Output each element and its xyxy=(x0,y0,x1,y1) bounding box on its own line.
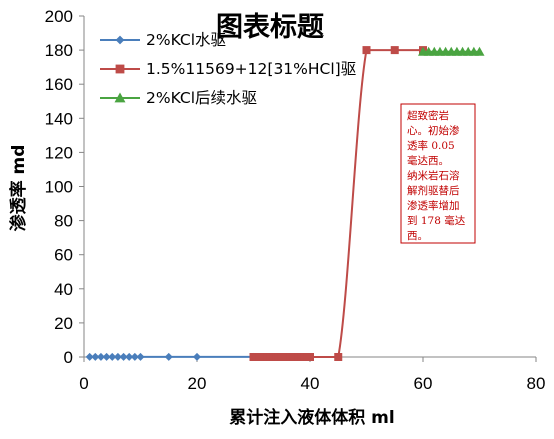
x-tick-label: 80 xyxy=(527,374,546,393)
y-tick-label: 80 xyxy=(54,212,73,231)
legend-marker xyxy=(115,64,125,74)
legend-label: 2%KCl水驱 xyxy=(146,31,226,49)
series-3 xyxy=(418,46,485,56)
data-point xyxy=(102,352,111,361)
annotation-line: 纳米岩石溶 xyxy=(407,169,460,182)
y-axis-title: 渗透率 md xyxy=(8,145,29,232)
y-tick-label: 0 xyxy=(64,348,73,367)
data-point xyxy=(119,352,128,361)
data-point xyxy=(96,352,105,361)
legend-label: 1.5%11569+12[31%HCl]驱 xyxy=(146,60,356,78)
annotation-line: 到 178 毫达 xyxy=(407,214,466,227)
data-point xyxy=(113,352,122,361)
annotation-line: 心。初始渗 xyxy=(407,124,460,137)
series-1 xyxy=(85,352,258,361)
x-tick-label: 20 xyxy=(188,374,207,393)
legend-marker xyxy=(115,35,125,45)
legend-item: 2%KCl后续水驱 xyxy=(100,89,257,107)
data-point xyxy=(164,352,173,361)
data-point xyxy=(390,46,399,55)
data-point xyxy=(306,353,314,361)
data-point xyxy=(85,352,94,361)
annotation-line: 超致密岩 xyxy=(407,109,449,122)
data-point xyxy=(91,352,100,361)
y-tick-label: 180 xyxy=(45,41,73,60)
annotation-line: 解剂驱替后 xyxy=(407,184,460,197)
series-layer xyxy=(85,46,485,361)
x-axis-title: 累计注入液体体积 ml xyxy=(229,407,394,428)
y-tick-label: 60 xyxy=(54,246,73,265)
annotation-line: 西。 xyxy=(407,230,428,242)
y-tick-label: 120 xyxy=(45,143,73,162)
legend-marker xyxy=(114,92,126,103)
chart-title: 图表标题 xyxy=(216,12,324,43)
x-tick-label: 60 xyxy=(414,374,433,393)
data-point xyxy=(130,352,139,361)
x-tick-label: 40 xyxy=(301,374,320,393)
legend: 2%KCl水驱 1.5%11569+12[31%HCl]驱 2%KCl后续水驱 xyxy=(100,31,356,107)
annotation-border xyxy=(400,103,476,244)
axes: 0 20 40 60 80 100 120 140 160 180 200 0 20 40 60 80 xyxy=(45,7,546,393)
data-point xyxy=(474,46,485,56)
data-point xyxy=(136,352,145,361)
y-tick-label: 160 xyxy=(45,75,73,94)
annotation-line: 毫达西。 xyxy=(407,154,449,167)
y-tick-label: 140 xyxy=(45,109,73,128)
y-tick-label: 40 xyxy=(54,280,73,299)
legend-label: 2%KCl后续水驱 xyxy=(146,89,257,107)
legend-item: 1.5%11569+12[31%HCl]驱 xyxy=(100,60,356,78)
y-tick-label: 200 xyxy=(45,7,73,26)
data-point xyxy=(334,353,343,361)
annotation-line: 渗透率增加 xyxy=(407,199,460,212)
y-tick-label: 100 xyxy=(45,178,73,197)
y-tick-label: 20 xyxy=(54,314,73,333)
data-point xyxy=(125,352,134,361)
annotation-line: 透率 0.05 xyxy=(407,139,455,152)
data-point xyxy=(193,352,201,361)
x-tick-label: 0 xyxy=(79,374,88,393)
data-point xyxy=(108,352,117,361)
legend-item: 2%KCl水驱 xyxy=(100,31,226,49)
data-point xyxy=(362,46,371,55)
